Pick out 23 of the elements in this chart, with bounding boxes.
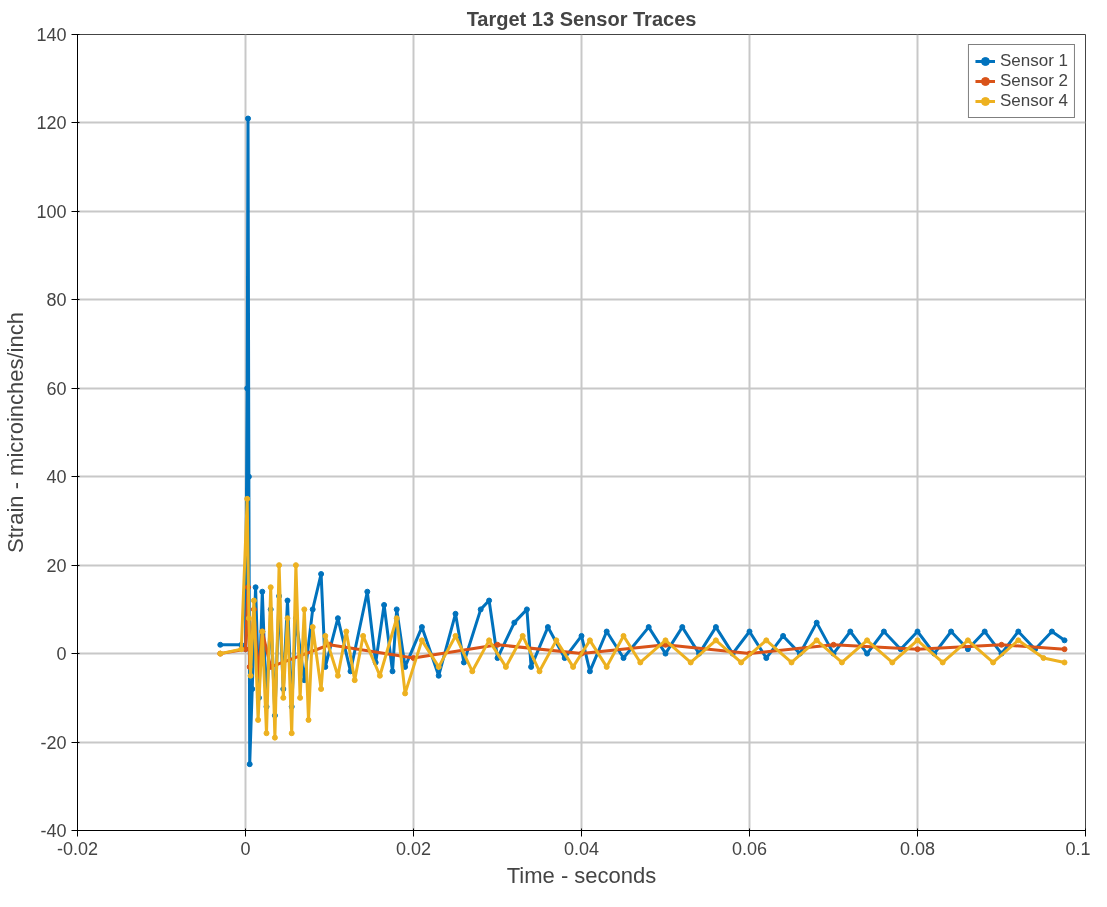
y-tick-label: -40 (40, 821, 67, 841)
y-tick-label: 0 (56, 644, 67, 665)
y-tick-label: 60 (46, 378, 67, 399)
chart-title: Target 13 Sensor Traces (466, 7, 697, 30)
y-axis-title: Strain - microinches/inch (3, 312, 29, 553)
legend-label: Sensor 4 (999, 91, 1068, 111)
y-tick-label: 80 (46, 290, 67, 311)
x-axis-title: Time - seconds (506, 862, 657, 888)
x-tick-label: 0.1 (1065, 838, 1091, 859)
legend-label: Sensor 2 (999, 71, 1068, 91)
y-tick-label: -20 (40, 732, 67, 753)
x-tick-label: 0.04 (563, 838, 600, 859)
x-tick-label: 0.06 (731, 838, 768, 859)
y-tick-label: 120 (36, 113, 67, 134)
y-tick-label: 100 (36, 201, 67, 222)
y-tick-label: 40 (46, 467, 67, 488)
x-tick-label: 0.02 (395, 838, 432, 859)
x-tick-label: -0.02 (56, 838, 99, 859)
legend-label: Sensor 1 (999, 51, 1068, 71)
x-tick-label: 0.08 (899, 838, 936, 859)
x-tick-label: 0 (240, 838, 251, 859)
y-tick-label: 140 (36, 25, 67, 45)
y-tick-label: 20 (46, 555, 67, 576)
